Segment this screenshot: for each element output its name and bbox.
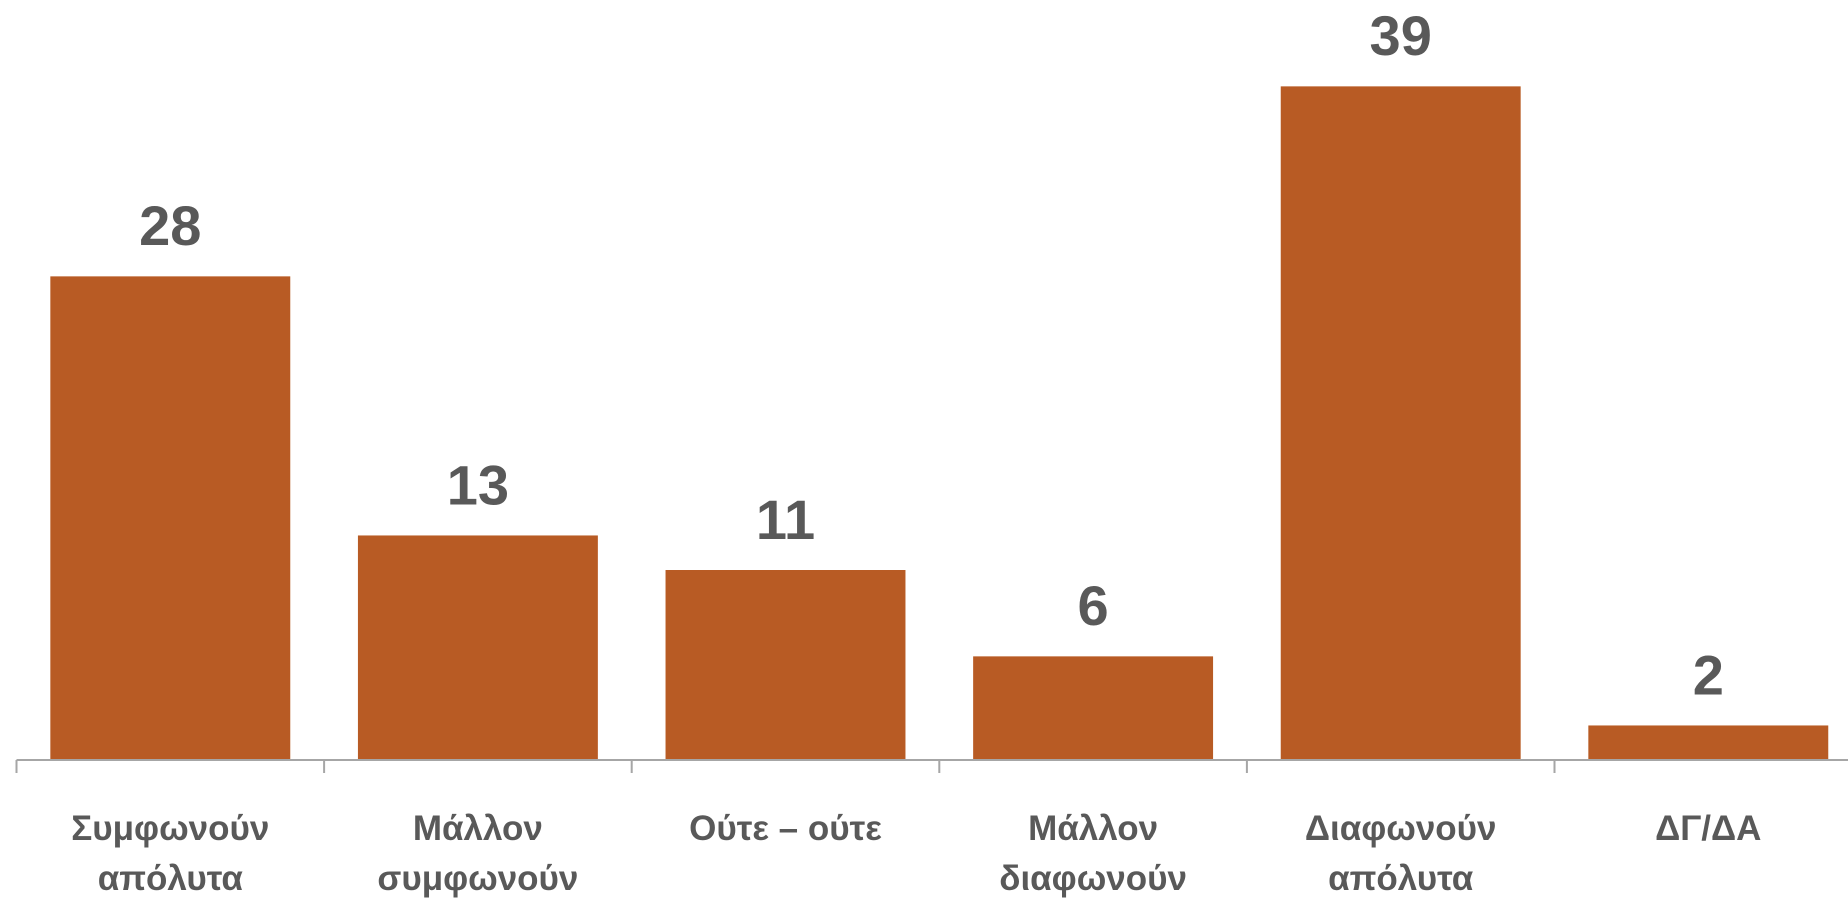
value-label: 6	[1078, 574, 1109, 637]
value-label: 13	[447, 453, 509, 516]
value-label: 39	[1370, 4, 1432, 67]
x-tick-label: Μάλλον διαφωνούν	[999, 809, 1187, 898]
bar	[1280, 86, 1521, 760]
bar	[665, 570, 906, 760]
value-label: 28	[139, 194, 201, 257]
x-tick-label: Ούτε – ούτε	[689, 809, 882, 848]
x-tick-label: Μάλλον συμφωνούν	[377, 809, 579, 898]
value-label: 11	[756, 488, 815, 551]
bar	[50, 276, 291, 760]
x-tick-label: Συμφωνούν απόλυτα	[71, 809, 270, 898]
x-tick-label: Διαφωνούν απόλυτα	[1304, 809, 1497, 898]
bar	[357, 535, 598, 760]
bar	[973, 656, 1214, 760]
x-tick-label: ΔΓ/ΔΑ	[1655, 809, 1762, 848]
bar	[1588, 725, 1829, 760]
value-label: 2	[1693, 643, 1724, 706]
